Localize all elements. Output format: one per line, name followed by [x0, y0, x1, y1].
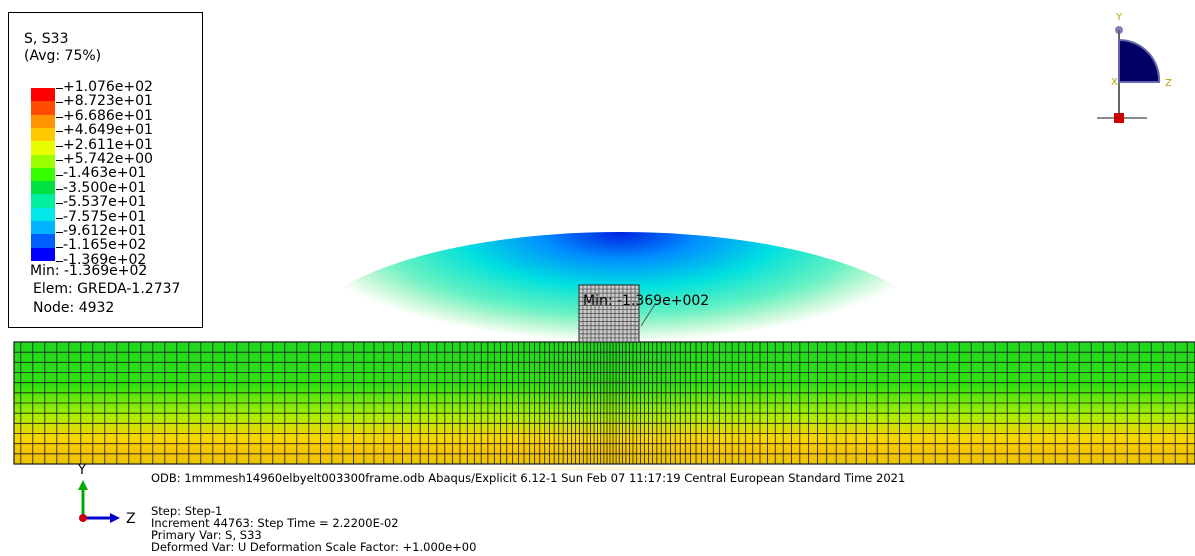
legend-swatch — [31, 221, 55, 235]
contour-viewport[interactable] — [0, 0, 1195, 470]
legend-label: +2.611e+01 — [63, 136, 153, 153]
axis-z-label: Z — [126, 511, 136, 527]
legend-tick — [56, 131, 63, 133]
triad-x-label: X — [1111, 77, 1118, 88]
legend-tick — [56, 203, 63, 205]
legend-swatch — [31, 114, 55, 129]
legend-swatch — [31, 247, 55, 262]
legend-labels: +1.076e+02 +8.723e+01 +6.686e+01 +4.649e+01… — [63, 80, 153, 267]
legend-swatch — [31, 154, 55, 169]
legend-tick — [56, 188, 63, 190]
legend-label: -3.500e+01 — [63, 179, 147, 196]
legend-swatch — [31, 194, 55, 209]
legend-label: -7.575e+01 — [63, 208, 147, 225]
increment-info: Increment 44763: Step Time = 2.2200E-02 — [151, 516, 399, 530]
odb-info: ODB: 1mmmesh14960elbyelt003300frame.odb … — [151, 471, 906, 485]
global-axes-triad: Y Z — [70, 462, 150, 532]
legend-ticks — [56, 88, 64, 262]
legend-label: +6.686e+01 — [63, 107, 153, 124]
legend-swatch — [31, 207, 55, 222]
legend-swatch — [31, 88, 55, 102]
primary-var-info: Primary Var: S, S33 — [151, 528, 262, 542]
triad-y-label: Y — [1115, 12, 1123, 23]
legend-label: -1.463e+01 — [63, 165, 147, 182]
step-info: Step: Step-1 — [151, 504, 223, 518]
legend-tick — [56, 261, 63, 262]
legend-tick — [56, 102, 63, 104]
legend-tick — [56, 217, 63, 219]
legend-swatch — [31, 101, 55, 116]
legend-tick — [56, 232, 63, 234]
legend-label: -1.165e+02 — [63, 237, 147, 254]
legend-label: -5.537e+01 — [63, 194, 147, 211]
legend-elem: Elem: GREDA-1.2737 — [33, 281, 181, 297]
legend-tick — [56, 88, 63, 89]
min-annotation: Min: -1.369e+002 — [583, 293, 710, 309]
legend-node: Node: 4932 — [33, 300, 115, 316]
legend-label: +1.076e+02 — [63, 79, 153, 95]
legend-subtitle: (Avg: 75%) — [24, 48, 102, 64]
legend-tick — [56, 116, 63, 118]
legend-label: -1.369e+02 — [63, 251, 147, 268]
legend-swatch — [31, 141, 55, 156]
mesh-plot — [13, 232, 1195, 470]
legend-tick — [56, 145, 63, 147]
legend-label: +4.649e+01 — [63, 122, 153, 139]
legend-label: +5.742e+00 — [63, 150, 153, 167]
legend-tick — [56, 246, 63, 248]
view-triad: Y X Z — [1095, 10, 1185, 134]
legend-swatch — [31, 167, 55, 182]
legend-panel: S, S33 (Avg: 75%) +1.076e+02 +8.723e+01 +6… — [8, 12, 203, 328]
legend-title: S, S33 — [24, 31, 69, 47]
legend-tick — [56, 174, 63, 176]
legend-label: +8.723e+01 — [63, 93, 153, 110]
triad-z-label: Z — [1165, 78, 1172, 89]
legend-swatch — [31, 181, 55, 195]
legend-swatch — [31, 127, 55, 142]
legend-label: -9.612e+01 — [63, 222, 147, 239]
legend-min: Min: -1.369e+02 — [30, 263, 148, 279]
deformed-var-info: Deformed Var: U Deformation Scale Factor… — [151, 540, 477, 554]
axis-y-label: Y — [77, 463, 86, 478]
legend-tick — [56, 160, 63, 162]
legend-swatch — [31, 234, 55, 249]
